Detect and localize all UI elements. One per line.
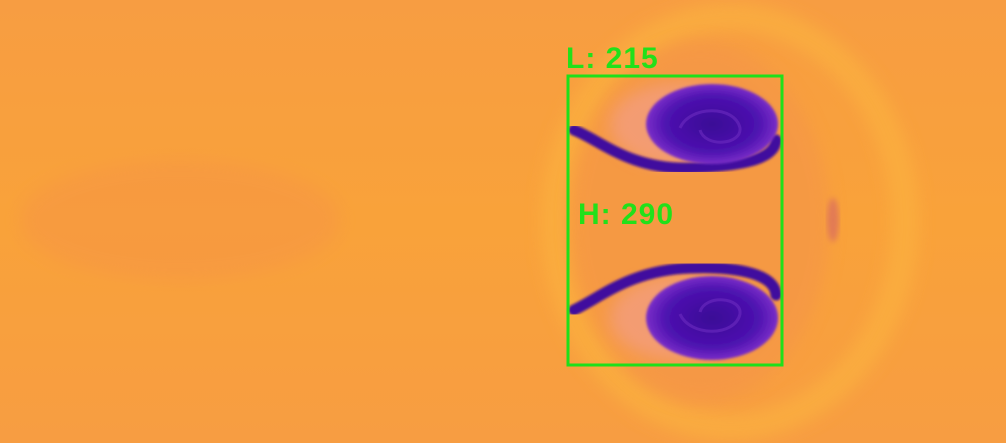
length-label: L: 215 — [566, 42, 659, 75]
shock-ring — [541, 3, 919, 441]
upper-vortex — [568, 83, 782, 174]
shade — [20, 160, 340, 280]
bounding-box — [566, 74, 784, 367]
lower-vortex — [568, 262, 782, 360]
spike — [827, 198, 839, 242]
height-label: H: 290 — [578, 198, 674, 231]
